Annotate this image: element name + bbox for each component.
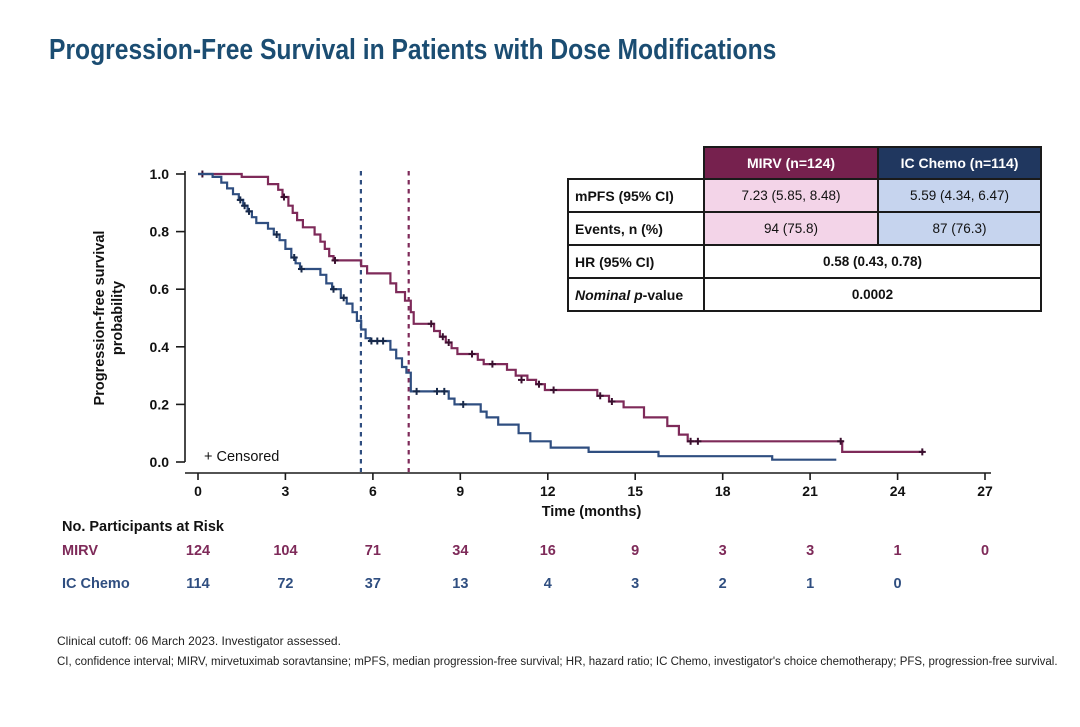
x-tick-label: 12 <box>540 483 556 499</box>
risk-count: 72 <box>277 576 294 592</box>
stats-table: MIRV (n=124) IC Chemo (n=114) mPFS (95% … <box>567 146 1042 312</box>
risk-count: 114 <box>186 576 210 592</box>
y-tick-label: 1.0 <box>150 166 170 182</box>
risk-count: 9 <box>631 543 640 559</box>
stats-row-pvalue: Nominal p-value 0.0002 <box>567 277 1042 312</box>
y-axis-title-line1: Progression-free survival <box>92 231 108 406</box>
risk-count: 16 <box>539 543 556 559</box>
risk-count: 3 <box>631 576 640 592</box>
stats-label-mpfs: mPFS (95% CI) <box>567 178 705 213</box>
risk-row-label: IC Chemo <box>62 576 130 592</box>
risk-count: 0 <box>980 543 990 559</box>
y-axis-title-line2: probability <box>110 281 126 355</box>
risk-count: 34 <box>452 543 469 559</box>
risk-count: 13 <box>452 576 469 592</box>
x-tick-label: 15 <box>627 483 643 499</box>
x-tick-label: 9 <box>456 483 464 499</box>
risk-count: 1 <box>806 576 815 592</box>
y-tick-label: 0.0 <box>150 454 170 470</box>
x-tick-label: 21 <box>802 483 818 499</box>
risk-row-ic-chemo: IC Chemo 114 72 37 13 4 3 2 1 0 <box>0 576 1080 596</box>
x-tick-label: 18 <box>715 483 731 499</box>
risk-count: 2 <box>718 576 727 592</box>
stats-value-pvalue: 0.0002 <box>703 277 1042 312</box>
stats-value-mpfs-ic: 5.59 (4.34, 6.47) <box>877 178 1042 213</box>
page-title: Progression-Free Survival in Patients wi… <box>49 34 777 66</box>
risk-count: 71 <box>364 543 381 559</box>
stats-header-mirv: MIRV (n=124) <box>703 146 879 180</box>
stats-blank-cell <box>568 147 704 179</box>
x-tick-label: 27 <box>977 483 993 499</box>
km-curve-mirv <box>198 172 924 453</box>
stats-label-pvalue-rest: -value <box>642 286 684 303</box>
stats-row-events: Events, n (%) 94 (75.8) 87 (76.3) <box>567 211 1042 246</box>
stats-header-ic: IC Chemo (n=114) <box>877 146 1042 180</box>
footnote-clinical-cutoff: Clinical cutoff: 06 March 2023. Investig… <box>57 634 341 648</box>
x-tick-label: 3 <box>282 483 290 499</box>
stats-value-mpfs-mirv: 7.23 (5.85, 8.48) <box>703 178 879 213</box>
stats-header-row: MIRV (n=124) IC Chemo (n=114) <box>568 146 1042 180</box>
risk-count: 3 <box>806 543 815 559</box>
risk-count: 104 <box>273 543 298 559</box>
risk-count: 3 <box>718 543 727 559</box>
stats-label-hr: HR (95% CI) <box>567 244 705 279</box>
stats-value-events-ic: 87 (76.3) <box>877 211 1042 246</box>
x-tick-label: 6 <box>369 483 377 499</box>
stats-row-hr: HR (95% CI) 0.58 (0.43, 0.78) <box>567 244 1042 279</box>
risk-count: 4 <box>543 576 552 592</box>
x-axis-title: Time (months) <box>542 504 642 520</box>
stats-label-pvalue-italic: Nominal p <box>575 286 643 303</box>
x-tick-label: 0 <box>194 483 202 499</box>
stats-label-pvalue: Nominal p-value <box>567 277 705 312</box>
risk-count: 0 <box>893 576 902 592</box>
censored-legend: + Censored <box>204 449 279 465</box>
stats-label-events: Events, n (%) <box>567 211 705 246</box>
x-tick-label: 24 <box>890 483 906 499</box>
y-tick-label: 0.2 <box>150 396 170 412</box>
y-tick-label: 0.8 <box>150 224 170 240</box>
stats-value-events-mirv: 94 (75.8) <box>703 211 879 246</box>
y-tick-label: 0.4 <box>150 339 170 355</box>
risk-row-label: MIRV <box>62 543 98 559</box>
risk-count: 1 <box>893 543 902 559</box>
footnote-abbreviations: CI, confidence interval; MIRV, mirvetuxi… <box>57 656 1058 668</box>
stats-row-mpfs: mPFS (95% CI) 7.23 (5.85, 8.48) 5.59 (4.… <box>567 178 1042 213</box>
stats-value-hr: 0.58 (0.43, 0.78) <box>703 244 1042 279</box>
risk-count: 37 <box>364 576 381 592</box>
risk-count: 124 <box>185 543 211 559</box>
risk-table-title: No. Participants at Risk <box>62 519 224 535</box>
y-tick-label: 0.6 <box>150 281 170 297</box>
risk-row-mirv: MIRV 124 104 71 34 16 9 3 3 1 0 <box>0 543 1080 563</box>
